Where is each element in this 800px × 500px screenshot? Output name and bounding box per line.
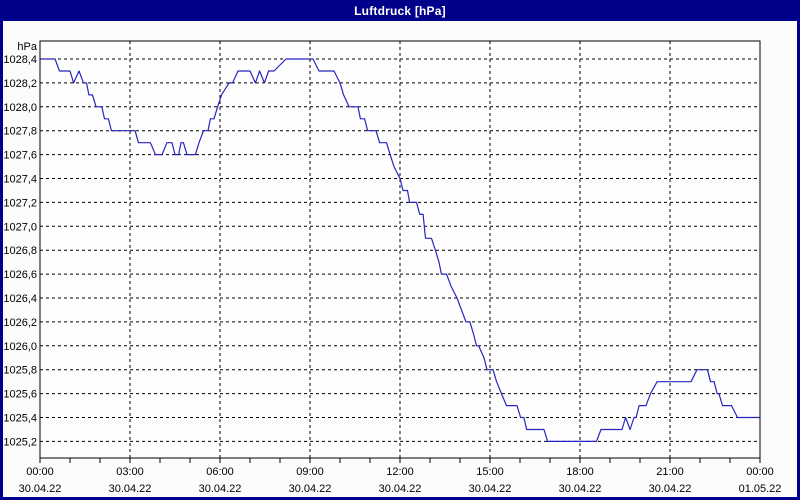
x-axis-date-label: 01.05.22	[739, 483, 782, 495]
y-axis-label: 1027,4	[3, 174, 37, 186]
y-axis-label: 1026,0	[3, 341, 37, 353]
y-axis-label: 1026,4	[3, 293, 37, 305]
x-axis-time-label: 00:00	[746, 466, 774, 478]
y-axis-label: 1028,4	[3, 54, 37, 66]
y-axis-label: 1028,0	[3, 102, 37, 114]
y-axis-label: 1025,4	[3, 413, 37, 425]
x-axis-time-label: 06:00	[206, 466, 234, 478]
y-axis-label: 1027,6	[3, 150, 37, 162]
y-axis-label: 1025,6	[3, 389, 37, 401]
y-axis-label: 1025,2	[3, 436, 37, 448]
y-axis-label: 1026,2	[3, 317, 37, 329]
pressure-line	[40, 58, 760, 442]
x-axis-date-label: 30.04.22	[559, 483, 602, 495]
y-axis-label: 1025,8	[3, 365, 37, 377]
chart-title: Luftdruck [hPa]	[354, 3, 446, 18]
x-axis-time-label: 00:00	[26, 466, 54, 478]
y-axis-label: 1027,8	[3, 126, 37, 138]
y-axis-label: 1027,0	[3, 221, 37, 233]
y-axis-label: 1026,8	[3, 245, 37, 257]
x-axis-date-label: 30.04.22	[649, 483, 692, 495]
plot-border	[39, 40, 761, 459]
y-axis-label: 1027,2	[3, 197, 37, 209]
x-axis-date-label: 30.04.22	[199, 483, 242, 495]
x-axis-time-label: 09:00	[296, 466, 324, 478]
x-axis-time-label: 03:00	[116, 466, 144, 478]
x-axis-date-label: 30.04.22	[109, 483, 152, 495]
x-axis-time-label: 21:00	[656, 466, 684, 478]
y-axis-unit-label: hPa	[17, 41, 37, 53]
title-bar: Luftdruck [hPa]	[0, 0, 800, 21]
x-axis-time-label: 12:00	[386, 466, 414, 478]
x-axis-time-label: 15:00	[476, 466, 504, 478]
x-axis-time-label: 18:00	[566, 466, 594, 478]
y-axis-label: 1026,6	[3, 269, 37, 281]
plot-area	[40, 41, 760, 458]
y-axis-label: 1028,2	[3, 78, 37, 90]
x-axis-date-label: 30.04.22	[289, 483, 332, 495]
x-axis-date-label: 30.04.22	[379, 483, 422, 495]
x-axis-date-label: 30.04.22	[19, 483, 62, 495]
x-axis-date-label: 30.04.22	[469, 483, 512, 495]
